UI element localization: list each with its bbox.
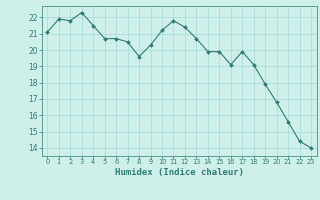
X-axis label: Humidex (Indice chaleur): Humidex (Indice chaleur) (115, 168, 244, 177)
